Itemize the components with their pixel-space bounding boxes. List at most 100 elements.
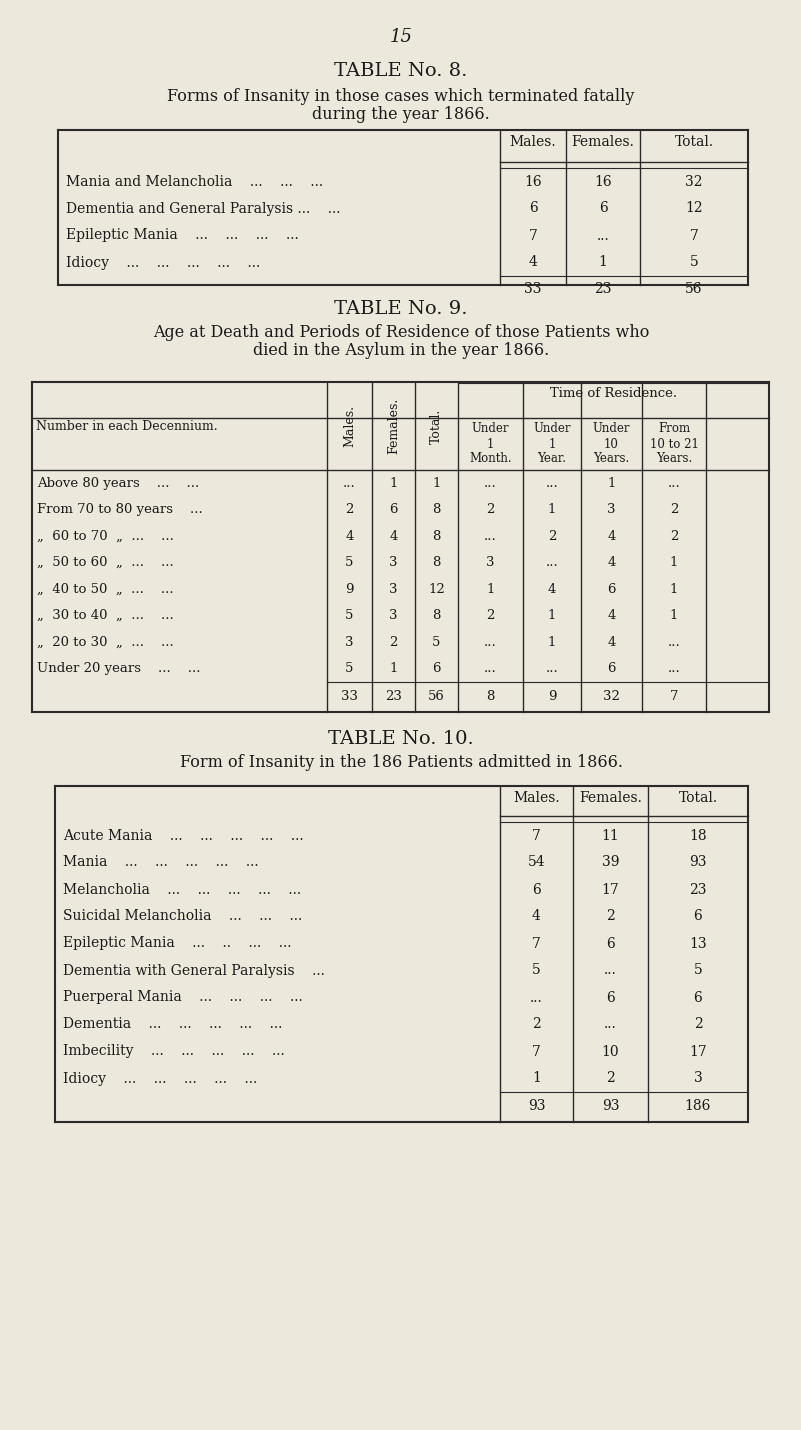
Text: Forms of Insanity in those cases which terminated fatally: Forms of Insanity in those cases which t… [167, 89, 634, 104]
Text: 32: 32 [685, 174, 702, 189]
Text: ...: ... [597, 229, 610, 243]
Text: 6: 6 [694, 991, 702, 1004]
Text: 56: 56 [685, 282, 702, 296]
Text: „  30 to 40  „  ...    ...: „ 30 to 40 „ ... ... [37, 609, 174, 622]
Text: Mania    ...    ...    ...    ...    ...: Mania ... ... ... ... ... [63, 855, 259, 869]
Text: ...: ... [667, 476, 680, 489]
Text: 2: 2 [486, 609, 495, 622]
Text: 6: 6 [532, 882, 541, 897]
Text: Males.: Males. [513, 791, 560, 805]
Text: Imbecility    ...    ...    ...    ...    ...: Imbecility ... ... ... ... ... [63, 1044, 284, 1058]
Text: 6: 6 [606, 991, 615, 1004]
Text: ...: ... [545, 556, 558, 569]
Text: Dementia with General Paralysis    ...: Dementia with General Paralysis ... [63, 964, 325, 978]
Text: 39: 39 [602, 855, 619, 869]
Text: Dementia    ...    ...    ...    ...    ...: Dementia ... ... ... ... ... [63, 1018, 283, 1031]
Text: 7: 7 [670, 689, 678, 702]
Text: 6: 6 [598, 202, 607, 216]
Text: 1: 1 [670, 609, 678, 622]
Text: 17: 17 [602, 882, 619, 897]
Text: Number in each Decennium.: Number in each Decennium. [36, 419, 218, 432]
Text: ...: ... [484, 529, 497, 543]
Text: 6: 6 [433, 662, 441, 675]
Text: 18: 18 [689, 828, 706, 842]
Text: Acute Mania    ...    ...    ...    ...    ...: Acute Mania ... ... ... ... ... [63, 828, 304, 842]
Text: Dementia and General Paralysis ...    ...: Dementia and General Paralysis ... ... [66, 202, 340, 216]
Text: 2: 2 [694, 1018, 702, 1031]
Text: 5: 5 [345, 662, 354, 675]
Text: 6: 6 [606, 937, 615, 951]
Text: Under
1
Year.: Under 1 Year. [533, 422, 571, 466]
Text: 7: 7 [532, 828, 541, 842]
Text: 2: 2 [486, 503, 495, 516]
Text: „  40 to 50  „  ...    ...: „ 40 to 50 „ ... ... [37, 583, 174, 596]
Text: 7: 7 [532, 937, 541, 951]
Text: TABLE No. 8.: TABLE No. 8. [334, 61, 468, 80]
Text: Age at Death and Periods of Residence of those Patients who: Age at Death and Periods of Residence of… [153, 325, 649, 340]
Text: 8: 8 [433, 529, 441, 543]
Text: Under
10
Years.: Under 10 Years. [593, 422, 630, 466]
Text: ...: ... [484, 476, 497, 489]
Text: 17: 17 [689, 1044, 706, 1058]
Text: 5: 5 [690, 256, 698, 269]
Text: 1: 1 [548, 503, 556, 516]
Text: 3: 3 [345, 636, 354, 649]
Text: 8: 8 [433, 503, 441, 516]
Text: 1: 1 [607, 476, 616, 489]
Text: 7: 7 [690, 229, 698, 243]
Text: Males.: Males. [509, 134, 557, 149]
Text: 33: 33 [341, 689, 358, 702]
Text: 4: 4 [345, 529, 354, 543]
Text: 16: 16 [524, 174, 541, 189]
Text: 2: 2 [670, 503, 678, 516]
Text: 1: 1 [548, 636, 556, 649]
Text: 11: 11 [602, 828, 619, 842]
Text: 2: 2 [532, 1018, 541, 1031]
Text: From
10 to 21
Years.: From 10 to 21 Years. [650, 422, 698, 466]
Text: Total.: Total. [678, 791, 718, 805]
Text: 1: 1 [670, 556, 678, 569]
Text: died in the Asylum in the year 1866.: died in the Asylum in the year 1866. [253, 342, 549, 359]
Text: 2: 2 [548, 529, 556, 543]
Text: Form of Insanity in the 186 Patients admitted in 1866.: Form of Insanity in the 186 Patients adm… [179, 754, 622, 771]
Text: Time of Residence.: Time of Residence. [550, 388, 677, 400]
Text: 23: 23 [385, 689, 402, 702]
Text: 12: 12 [428, 583, 445, 596]
Text: 4: 4 [532, 909, 541, 924]
Text: Females.: Females. [387, 398, 400, 455]
Text: 4: 4 [607, 609, 616, 622]
Text: Total.: Total. [430, 409, 443, 443]
Text: 4: 4 [389, 529, 397, 543]
Text: Puerperal Mania    ...    ...    ...    ...: Puerperal Mania ... ... ... ... [63, 991, 303, 1004]
Text: 1: 1 [433, 476, 441, 489]
Text: ...: ... [667, 636, 680, 649]
Text: Females.: Females. [579, 791, 642, 805]
Text: 1: 1 [598, 256, 607, 269]
Text: 2: 2 [389, 636, 397, 649]
Text: 9: 9 [345, 583, 354, 596]
Text: 54: 54 [528, 855, 545, 869]
Text: 3: 3 [389, 556, 398, 569]
Text: 33: 33 [524, 282, 541, 296]
Text: 10: 10 [602, 1044, 619, 1058]
Text: 6: 6 [694, 909, 702, 924]
Text: 4: 4 [607, 556, 616, 569]
Text: 1: 1 [389, 476, 397, 489]
Text: 1: 1 [670, 583, 678, 596]
Text: 5: 5 [345, 609, 354, 622]
Text: 6: 6 [607, 662, 616, 675]
Text: „  60 to 70  „  ...    ...: „ 60 to 70 „ ... ... [37, 529, 174, 543]
Text: 93: 93 [602, 1100, 619, 1113]
Text: Above 80 years    ...    ...: Above 80 years ... ... [37, 476, 199, 489]
Text: 3: 3 [607, 503, 616, 516]
Text: 5: 5 [345, 556, 354, 569]
Text: Females.: Females. [572, 134, 634, 149]
Text: TABLE No. 10.: TABLE No. 10. [328, 729, 474, 748]
Text: 3: 3 [486, 556, 495, 569]
Text: 1: 1 [548, 609, 556, 622]
Text: Epileptic Mania    ...    ...    ...    ...: Epileptic Mania ... ... ... ... [66, 229, 299, 243]
Text: 23: 23 [594, 282, 612, 296]
Text: Total.: Total. [674, 134, 714, 149]
Text: 13: 13 [689, 937, 706, 951]
Text: From 70 to 80 years    ...: From 70 to 80 years ... [37, 503, 203, 516]
